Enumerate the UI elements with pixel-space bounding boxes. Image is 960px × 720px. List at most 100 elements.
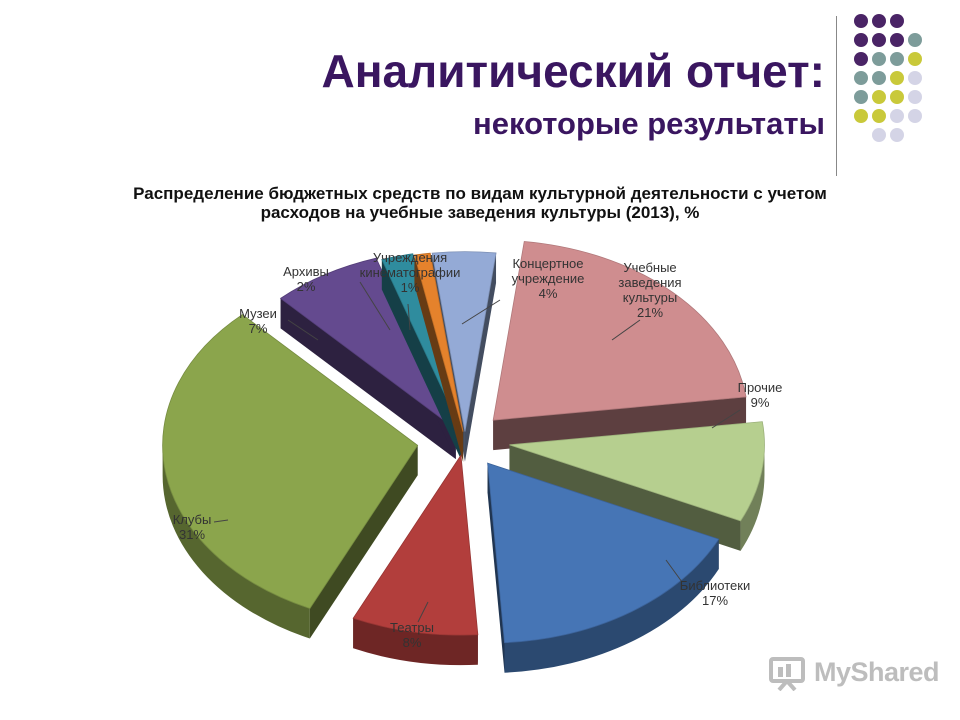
leader-line <box>417 601 429 623</box>
pie-slice-rim <box>740 444 765 551</box>
slice-value-label: 31% <box>179 527 205 542</box>
pie-slice-top <box>492 241 747 421</box>
decor-dot <box>872 52 886 66</box>
slice-name-label: Концертное <box>512 256 583 271</box>
decor-dot <box>908 90 922 104</box>
decor-dot <box>872 109 886 123</box>
slice-label: Музеи 7% <box>239 306 277 336</box>
decor-dot <box>872 33 886 47</box>
pie-slice-top <box>413 252 464 432</box>
pie-slice-wall <box>381 259 462 461</box>
decor-dot <box>890 90 904 104</box>
leader-line <box>213 519 229 523</box>
pie-slice <box>413 252 464 462</box>
decor-dot <box>872 90 886 104</box>
decor-dot <box>872 71 886 85</box>
pie-slice-top <box>381 253 462 431</box>
leader-line <box>359 281 391 331</box>
slice-name-label: культуры <box>623 290 677 305</box>
slice-label: Прочие 9% <box>738 380 783 410</box>
slice-label: Учреждения кинематографии 1% <box>360 250 461 295</box>
decor-dot <box>890 52 904 66</box>
decor-dot <box>908 33 922 47</box>
pie-slice <box>509 421 765 551</box>
pie-slice-wall <box>493 396 747 451</box>
logo-text: MyShared <box>814 656 940 687</box>
slice-name-label: Учебные <box>623 260 676 275</box>
chart-title: Распределение бюджетных средств по видам… <box>60 184 900 222</box>
slice-name-label: Библиотеки <box>680 578 750 593</box>
pie-slice-top <box>509 421 765 522</box>
slice-value-label: 21% <box>637 305 663 320</box>
leader-line <box>665 559 683 583</box>
pie-slice <box>487 462 720 673</box>
pie-slice <box>492 241 747 451</box>
decor-dot <box>854 109 868 123</box>
slice-value-label: 8% <box>403 635 422 650</box>
chart-title-line-2: расходов на учебные заведения культуры (… <box>260 203 700 222</box>
slice-name-label: Архивы <box>283 264 329 279</box>
slice-name-label: Клубы <box>173 512 212 527</box>
decor-dot <box>908 71 922 85</box>
slice-label: Театры 8% <box>390 620 434 650</box>
pie-slice-wall <box>464 252 497 462</box>
slice-label: Архивы 2% <box>283 264 329 294</box>
slice-value-label: 2% <box>297 279 316 294</box>
slice-label: Учебные заведения культуры 21% <box>618 260 681 320</box>
decor-dot <box>854 52 868 66</box>
leader-line <box>287 319 319 341</box>
decor-dot <box>890 33 904 47</box>
slice-value-label: 4% <box>539 286 558 301</box>
slice-label: Концертное учреждение 4% <box>512 256 585 301</box>
slice-name-label: Театры <box>390 620 434 635</box>
leader-line <box>407 303 411 331</box>
slice-value-label: 1% <box>401 280 420 295</box>
mysshared-logo: MyShared <box>768 652 940 692</box>
decor-dot <box>890 128 904 142</box>
pie-slice-top <box>431 251 497 432</box>
decor-dot <box>854 71 868 85</box>
chart-title-line-1: Распределение бюджетных средств по видам… <box>133 184 827 203</box>
pie-slice-top <box>162 314 419 609</box>
pie-slice-top <box>279 257 457 430</box>
pie-slice <box>162 314 419 639</box>
decor-dot <box>908 52 922 66</box>
slice-value-label: 9% <box>751 395 770 410</box>
pie-slice-top <box>487 462 720 644</box>
slice-value-label: 17% <box>702 593 728 608</box>
presentation-board-icon <box>769 657 805 691</box>
pie-slice-rim <box>353 618 478 666</box>
slice-name-label: заведения <box>618 275 681 290</box>
pie-slice-top <box>352 453 479 636</box>
page-subtitle: некоторые результаты <box>473 106 825 141</box>
decor-dot <box>854 33 868 47</box>
slice-label: Библиотеки 17% <box>680 578 750 608</box>
pie-slice <box>352 453 479 666</box>
decor-dot <box>854 14 868 28</box>
slice-name-label: Учреждения <box>373 250 447 265</box>
pie-slice-wall <box>309 445 418 639</box>
decor-dot <box>890 71 904 85</box>
slice-name-label: Прочие <box>738 380 783 395</box>
slice-value-label: 7% <box>249 321 268 336</box>
pie-slice-wall <box>487 463 505 673</box>
pie-slice-wall <box>280 298 456 460</box>
decor-dot <box>908 109 922 123</box>
pie-slice-wall <box>414 255 464 462</box>
decor-dot <box>872 14 886 28</box>
slice-name-label: Музеи <box>239 306 277 321</box>
slice-name-label: кинематографии <box>360 265 461 280</box>
slice-label: Клубы 31% <box>173 512 212 542</box>
decor-dot <box>872 128 886 142</box>
pie-slice-rim <box>162 445 310 639</box>
slice-name-label: учреждение <box>512 271 585 286</box>
title-divider <box>836 16 837 176</box>
decor-dot <box>854 90 868 104</box>
page-title: Аналитический отчет: <box>321 45 825 97</box>
leader-line <box>461 299 501 325</box>
decor-dot <box>890 14 904 28</box>
pie-slice-rim <box>504 539 719 673</box>
leader-line <box>711 409 741 429</box>
leader-line <box>611 319 641 341</box>
